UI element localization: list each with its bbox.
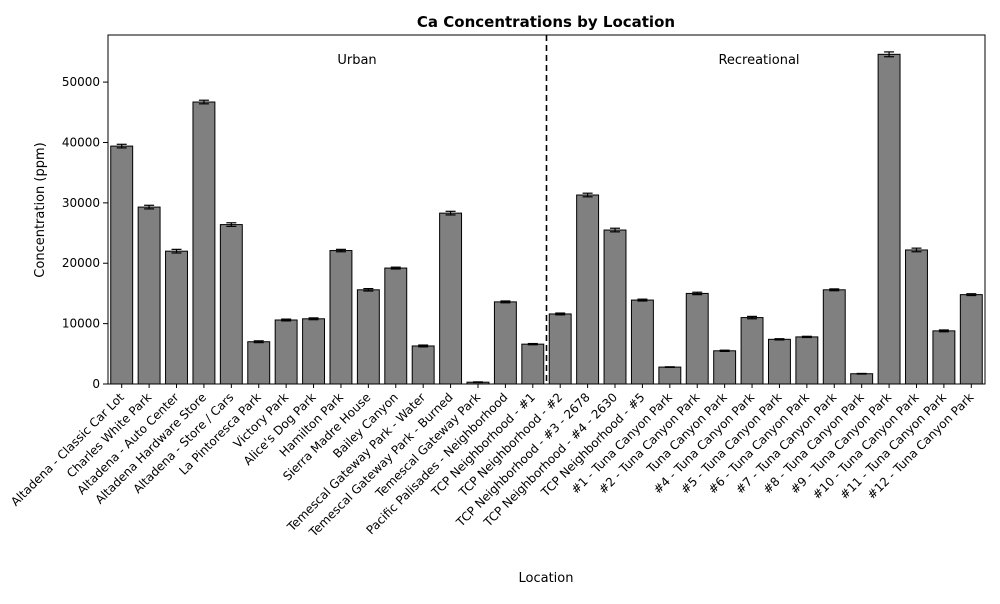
bar	[959, 294, 983, 385]
bar	[767, 338, 791, 385]
chart-title: Ca Concentrations by Location	[417, 13, 675, 31]
y-tick-label: 10000	[62, 317, 100, 331]
bar	[877, 53, 901, 385]
bar	[576, 194, 600, 385]
y-axis-label: Concentration (ppm)	[33, 142, 48, 277]
bars-layer	[110, 51, 983, 385]
bar	[932, 330, 956, 385]
x-axis-label: Location	[519, 571, 574, 586]
bar	[548, 313, 572, 385]
bar	[822, 289, 846, 385]
bar	[439, 212, 463, 385]
bar	[603, 229, 627, 385]
y-tick-label: 30000	[62, 196, 100, 210]
bar	[356, 289, 380, 385]
y-tick-label: 0	[92, 377, 100, 391]
bar	[521, 343, 545, 385]
bar	[384, 267, 408, 385]
bar	[411, 345, 435, 385]
bar	[219, 224, 243, 385]
group-label-urban: Urban	[337, 53, 376, 68]
bar	[713, 350, 737, 385]
y-tick-label: 40000	[62, 135, 100, 149]
plot-frame	[107, 34, 986, 385]
bar	[685, 292, 709, 385]
bar	[274, 319, 298, 385]
y-tick-label: 20000	[62, 256, 100, 270]
bar	[137, 206, 161, 385]
bar	[658, 366, 682, 385]
bar	[192, 101, 216, 385]
y-tick-label: 50000	[62, 75, 100, 89]
bar	[329, 250, 353, 385]
group-label-recreational: Recreational	[718, 53, 799, 68]
bar	[493, 301, 517, 385]
bar	[630, 299, 654, 385]
bar	[165, 250, 188, 385]
bar	[740, 317, 764, 385]
bar	[795, 336, 819, 385]
bar	[302, 318, 326, 385]
bar	[905, 249, 928, 385]
bar	[247, 341, 271, 385]
bar	[110, 145, 134, 385]
bar	[850, 373, 874, 385]
